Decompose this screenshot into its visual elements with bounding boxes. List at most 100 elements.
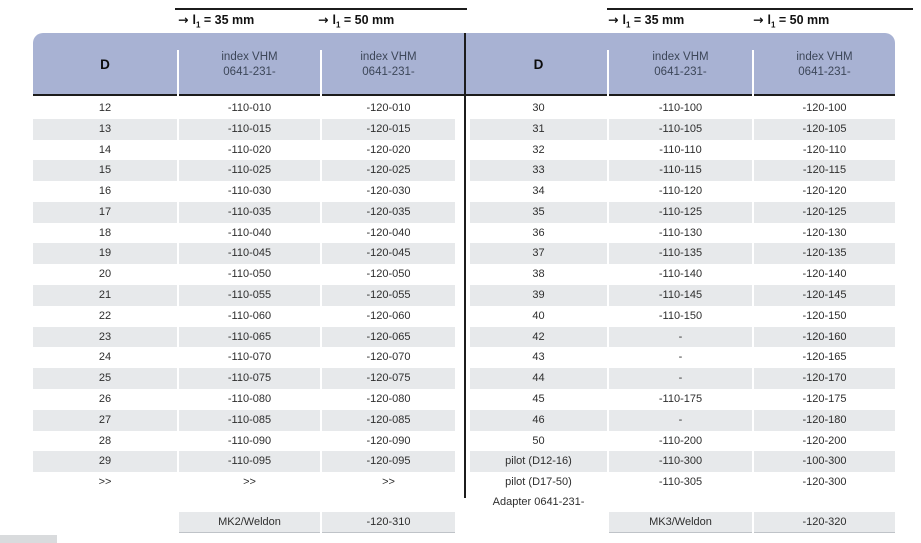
index-code-cell: -110-065 (179, 326, 320, 348)
index-code-cell: -110-100 (658, 102, 703, 114)
length-symbol: l (622, 13, 626, 27)
index-code-cell: -120-120 (802, 185, 847, 198)
length-header-l35-right: → l1 = 35 mm (608, 12, 684, 30)
length-subscript: 1 (335, 20, 341, 30)
table-row: 23 -110-065 -120-065 (33, 326, 455, 348)
header-separator (752, 50, 754, 96)
table-row: pilot (D17-50) -110-305 -120-300 (470, 472, 895, 493)
index-code-cell: -110-175 (658, 392, 703, 405)
d-value-cell: >> (98, 476, 112, 489)
d-value-cell: 25 (33, 368, 177, 389)
index-code-cell: -120-175 (802, 392, 847, 405)
column-header-d: D (100, 57, 110, 72)
d-value-cell: 24 (98, 351, 112, 364)
table-row: 21 -110-055 -120-055 (33, 285, 455, 306)
index-line2: 0641-231- (654, 65, 707, 78)
left-table-body: 12 -110-010 -120-010 13 -110-015 -120-015 14 -1… (33, 98, 455, 493)
table-row: 17 -110-035 -120-035 (33, 201, 455, 223)
index-code-cell: -110-090 (227, 434, 272, 447)
d-value-cell: 46 (470, 409, 607, 431)
d-value-cell: 28 (98, 434, 112, 447)
d-value-cell: 27 (33, 409, 177, 431)
adapter-row-label: Adapter 0641-231- (492, 496, 585, 508)
index-code-cell: -120-200 (802, 434, 847, 447)
d-value-cell: 16 (98, 185, 112, 198)
page-edge-artifact (0, 535, 57, 543)
length-header-l50-right: → l1 = 50 mm (753, 12, 829, 30)
d-value-cell: 42 (470, 326, 607, 348)
arrow-icon: → (753, 12, 764, 27)
table-row: 28 -110-090 -120-090 (33, 431, 455, 452)
index-code-cell: -120-150 (802, 309, 847, 322)
weldon-type-cell-right: MK3/Weldon (609, 512, 752, 533)
index-code-cell: -120-070 (366, 351, 411, 364)
index-code-cell: -120-035 (322, 201, 455, 223)
index-code-cell: -110-130 (658, 226, 703, 239)
d-value-cell: 43 (532, 351, 545, 364)
d-value-cell: 35 (470, 201, 607, 223)
index-code-cell: >> (243, 476, 256, 489)
d-value-cell: 18 (98, 226, 112, 239)
column-header-d: D (533, 57, 544, 72)
index-code-cell: -110-015 (179, 118, 320, 140)
column-header-index-35: index VHM 0641-231- (179, 33, 320, 96)
table-row: 34 -110-120 -120-120 (470, 181, 895, 202)
d-value-cell: 21 (33, 285, 177, 306)
arrow-icon: → (318, 12, 329, 27)
header-separator (320, 50, 322, 96)
table-row: 42- -120-160 (470, 326, 895, 348)
d-value-cell: pilot (D17-50) (505, 476, 572, 489)
index-line2: 0641-231- (798, 65, 851, 78)
d-value-cell: pilot (D12-16) (470, 451, 607, 473)
table-row: 31 -110-105 -120-105 (470, 118, 895, 140)
table-row: 46- -120-180 (470, 409, 895, 431)
d-value-cell: 45 (532, 392, 545, 405)
table-divider-line (464, 33, 466, 498)
d-value-cell: 39 (470, 285, 607, 306)
table-row: 29 -110-095 -120-095 (33, 451, 455, 473)
index-code-cell: - (609, 326, 752, 348)
length-symbol: l (767, 13, 771, 27)
index-code-cell: -120-130 (802, 226, 847, 239)
d-value-cell: 50 (532, 434, 545, 447)
index-line2: 0641-231- (223, 65, 276, 78)
index-code-cell: -120-020 (366, 143, 411, 156)
index-code-cell: -110-035 (179, 201, 320, 223)
table-row: 45 -110-175 -120-175 (470, 389, 895, 410)
index-code-cell: -120-045 (322, 243, 455, 265)
index-code-cell: -120-060 (366, 309, 411, 322)
length-header-l50-left: → l1 = 50 mm (318, 12, 395, 30)
table-row: 27 -110-085 -120-085 (33, 409, 455, 431)
table-row: 40 -110-150 -120-150 (470, 306, 895, 327)
length-value: = 50 mm (343, 13, 395, 27)
d-value-cell: 12 (98, 102, 112, 114)
d-value-cell: 37 (470, 243, 607, 265)
d-value-cell: 22 (98, 309, 112, 322)
table-row: 37 -110-135 -120-135 (470, 243, 895, 265)
index-code-cell: -120-095 (322, 451, 455, 473)
d-value-cell: 44 (470, 368, 607, 389)
d-value-cell: 17 (33, 201, 177, 223)
d-value-cell: 23 (33, 326, 177, 348)
length-value: = 35 mm (203, 13, 255, 27)
table-row: 18 -110-040 -120-040 (33, 223, 455, 244)
index-code-cell: -120-180 (754, 409, 895, 431)
index-code-cell: - (609, 368, 752, 389)
index-code-cell: -110-125 (609, 201, 752, 223)
index-code-cell: -110-085 (179, 409, 320, 431)
index-code-cell: -120-300 (802, 476, 847, 489)
weldon-type-cell-left: MK2/Weldon (179, 512, 320, 533)
index-code-cell: -120-080 (366, 392, 411, 405)
right-table-header: D index VHM 0641-231- index VHM 0641-231… (470, 33, 895, 96)
index-code-cell: -120-145 (754, 285, 895, 306)
index-code-cell: -110-110 (659, 143, 702, 156)
index-code-cell: -110-300 (609, 451, 752, 473)
table-row: 20 -110-050 -120-050 (33, 264, 455, 285)
index-code-cell: - (609, 409, 752, 431)
index-code-cell: -110-140 (658, 268, 703, 281)
table-row: 33 -110-115 -120-115 (470, 160, 895, 182)
d-value-cell: 15 (33, 160, 177, 182)
table-row: 24 -110-070 -120-070 (33, 347, 455, 368)
index-code-cell: -110-025 (179, 160, 320, 182)
